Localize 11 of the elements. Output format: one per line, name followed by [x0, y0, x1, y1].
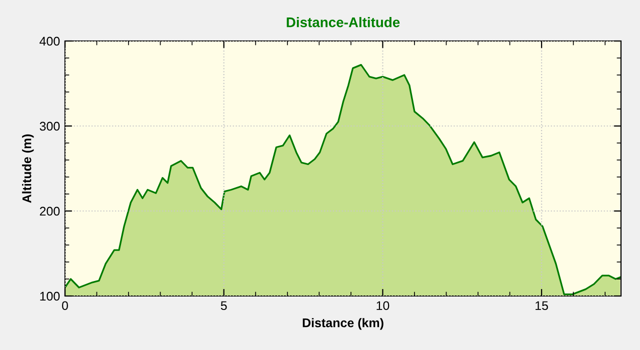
x-tick-label: 0 — [62, 301, 68, 310]
chart-title: Distance-Altitude — [286, 17, 400, 28]
y-tick-label: 200 — [40, 206, 60, 216]
x-tick-label: 5 — [220, 301, 227, 310]
y-tick-label: 100 — [40, 292, 60, 301]
y-axis-title: Altitude (m) — [22, 134, 34, 203]
x-axis-title: Distance (km) — [302, 318, 384, 330]
y-tick-label: 300 — [40, 122, 60, 131]
y-tick-label: 400 — [40, 36, 60, 46]
x-tick-label: 15 — [536, 301, 548, 310]
x-tick-label: 10 — [376, 301, 390, 310]
